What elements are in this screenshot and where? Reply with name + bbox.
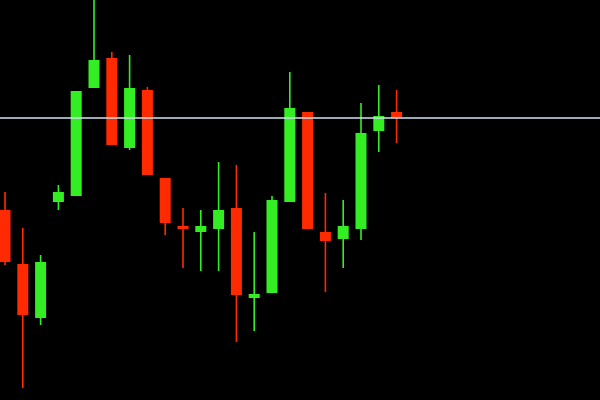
candle-body [337, 226, 349, 239]
candle-body [177, 226, 189, 229]
candle-body [230, 208, 242, 295]
candle-body [0, 210, 11, 262]
candle-9 [141, 87, 153, 175]
candle-7 [106, 52, 118, 145]
candle-15 [248, 232, 260, 331]
candle-17 [284, 72, 296, 202]
candle-body [35, 262, 47, 318]
candle-body [106, 58, 118, 145]
candle-2 [17, 228, 29, 388]
candle-5 [70, 91, 82, 196]
candle-3 [35, 255, 47, 325]
candle-body [17, 264, 29, 315]
candle-16 [266, 196, 278, 293]
candle-body [355, 133, 367, 229]
candles-group [0, 0, 403, 388]
candle-body [248, 294, 260, 298]
candle-body [284, 108, 296, 202]
candle-1 [0, 192, 11, 265]
candle-body [70, 91, 82, 196]
candle-14 [230, 165, 242, 342]
candle-body [159, 178, 171, 223]
candle-body [141, 90, 153, 175]
candle-20 [337, 200, 349, 268]
candle-18 [302, 112, 314, 229]
candle-body [88, 60, 100, 88]
candle-8 [124, 55, 136, 150]
candle-body [266, 200, 278, 293]
candle-body [52, 192, 64, 202]
candle-body [391, 112, 403, 118]
candle-12 [195, 210, 207, 271]
candle-body [319, 232, 331, 241]
candle-body [213, 210, 225, 229]
candle-10 [159, 178, 171, 235]
candle-13 [213, 162, 225, 271]
candle-body [373, 116, 385, 131]
candle-4 [52, 185, 64, 210]
candle-23 [391, 90, 403, 143]
candle-6 [88, 0, 100, 88]
candle-body [195, 226, 207, 232]
candle-11 [177, 208, 189, 268]
candle-body [302, 112, 314, 229]
candle-21 [355, 103, 367, 240]
candle-19 [319, 193, 331, 292]
